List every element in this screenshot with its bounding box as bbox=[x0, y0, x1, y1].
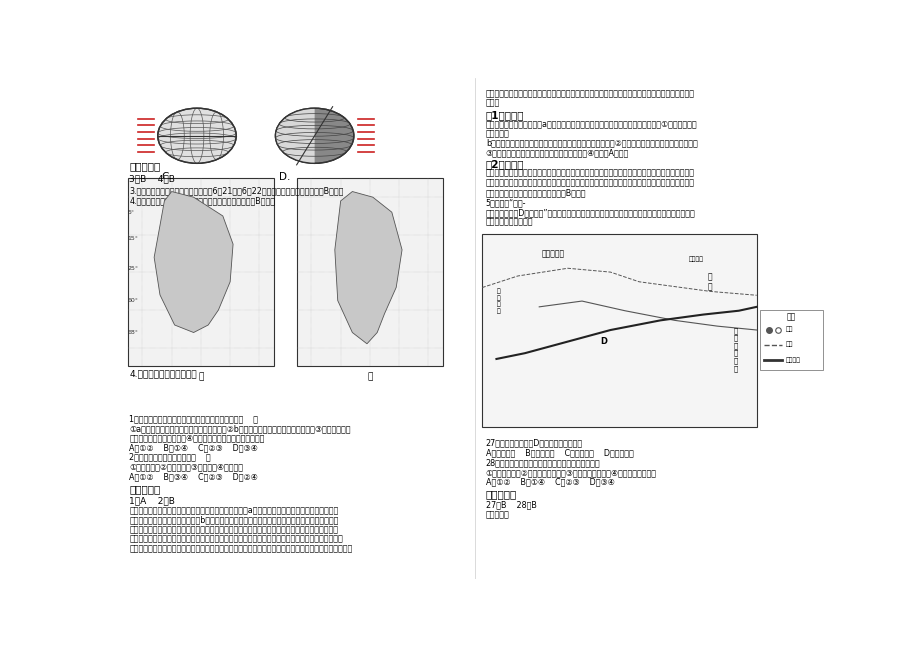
Text: 城市: 城市 bbox=[785, 327, 792, 333]
Text: ①缓解能源紧张②促进常规能源开发③大幅缓解就业压力④改善大气环境质量: ①缓解能源紧张②促进常规能源开发③大幅缓解就业压力④改善大气环境质量 bbox=[485, 468, 656, 477]
Text: 68°: 68° bbox=[128, 330, 139, 335]
Text: 国界: 国界 bbox=[785, 342, 792, 348]
Polygon shape bbox=[335, 191, 402, 344]
Text: 3.国务院批复发布农民丰收节的当天为6月21日；6月22日前后太阳直射北回归线，故B正确。: 3.国务院批复发布农民丰收节的当天为6月21日；6月22日前后太阳直射北回归线，… bbox=[129, 186, 344, 195]
Text: 25°: 25° bbox=[128, 266, 139, 271]
Text: 图例: 图例 bbox=[786, 312, 796, 321]
Text: 1．A    2．B: 1．A 2．B bbox=[129, 497, 175, 506]
Text: 试题分析：: 试题分析： bbox=[485, 510, 509, 519]
Text: 个半岛的地形均以山地为主；乙半岛东部多山，甲半岛西部地区多山。两个半岛山地比重大，降水丰: 个半岛的地形均以山地为主；乙半岛东部多山，甲半岛西部地区多山。两个半岛山地比重大… bbox=[129, 525, 338, 534]
Text: 5°: 5° bbox=[128, 210, 135, 215]
Text: 【2题详解】: 【2题详解】 bbox=[485, 159, 524, 169]
Text: 60°: 60° bbox=[128, 298, 139, 303]
Text: 资源不足；乙半岛劳动力资源丰富，选B正确。: 资源不足；乙半岛劳动力资源丰富，选B正确。 bbox=[485, 188, 585, 197]
Text: 参考答案：: 参考答案： bbox=[129, 161, 160, 171]
Bar bbox=[128, 178, 274, 367]
Text: 中
华
人
民
共
和: 中 华 人 民 共 和 bbox=[732, 327, 737, 372]
Text: 4.秋分日太阳直射赤道，全球昼夜等长，晨昏线过极点，故B正确。: 4.秋分日太阳直射赤道，全球昼夜等长，晨昏线过极点，故B正确。 bbox=[129, 196, 275, 205]
Text: 1．图中两个半岛的有关地理特征的叙述，正确的是（    ）: 1．图中两个半岛的有关地理特征的叙述，正确的是（ ） bbox=[129, 414, 258, 423]
Text: 丰富。: 丰富。 bbox=[485, 99, 499, 107]
Text: 一带，完成下列各题。: 一带，完成下列各题。 bbox=[485, 217, 533, 227]
Text: 新
疆: 新 疆 bbox=[708, 272, 712, 292]
Text: 朝鲜半岛。: 朝鲜半岛。 bbox=[485, 130, 509, 138]
Text: 中亚天然气管道D线示意图”，该管道线经南疆后，与西气东输线路相接，其天然气主要输往江、浙: 中亚天然气管道D线示意图”，该管道线经南疆后，与西气东输线路相接，其天然气主要输… bbox=[485, 208, 695, 217]
Bar bbox=[297, 178, 443, 367]
Text: D.: D. bbox=[278, 173, 290, 182]
Text: D: D bbox=[599, 337, 607, 346]
Text: 极夜期，太阳能资源不丰富；甲半岛人口增长缓慢老龄化严重，劳动力资源不足；乙半岛劳动力资源: 极夜期，太阳能资源不丰富；甲半岛人口增长缓慢老龄化严重，劳动力资源不足；乙半岛劳… bbox=[485, 89, 694, 98]
Text: 参考答案：: 参考答案： bbox=[485, 489, 516, 499]
Text: 甲: 甲 bbox=[198, 372, 203, 381]
Polygon shape bbox=[154, 191, 233, 333]
Text: 两个半岛山地比重大，降水丰富，水力资源丰富；也都有丰富的铁矿资源；甲半岛是温带海洋性气候: 两个半岛山地比重大，降水丰富，水力资源丰富；也都有丰富的铁矿资源；甲半岛是温带海… bbox=[485, 169, 694, 178]
Text: 4.读下图，完成下列各题：: 4.读下图，完成下列各题： bbox=[129, 369, 197, 378]
Text: 极夜期，太阳能资源不丰富；甲半岛人口增长缓慢老龄化严重，劳动力资源不足；乙半岛劳动力资源丰富。: 极夜期，太阳能资源不丰富；甲半岛人口增长缓慢老龄化严重，劳动力资源不足；乙半岛劳… bbox=[129, 544, 352, 553]
Text: 3．B    4．B: 3．B 4．B bbox=[129, 174, 175, 184]
Text: A．①②    B．③④    C．②③    D．②④: A．①② B．③④ C．②③ D．②④ bbox=[129, 472, 257, 481]
Text: ③错；乙半岛东部多山，甲半岛西部地区多山。④错，选A正确。: ③错；乙半岛东部多山，甲半岛西部地区多山。④错，选A正确。 bbox=[485, 148, 629, 158]
Bar bbox=[759, 310, 823, 370]
Bar bbox=[482, 234, 755, 426]
Text: A．①②    B．①④    C．②③    D．③④: A．①② B．①④ C．②③ D．③④ bbox=[485, 478, 614, 487]
Text: 乙: 乙 bbox=[367, 372, 372, 381]
Text: 形均以平原为主，河网密布④两个半岛的南部地区均有高大山脉: 形均以平原为主，河网密布④两个半岛的南部地区均有高大山脉 bbox=[129, 434, 265, 443]
Text: 15°: 15° bbox=[128, 236, 139, 241]
Text: C.: C. bbox=[161, 173, 172, 182]
Text: 哈萨克斯坦: 哈萨克斯坦 bbox=[541, 249, 564, 258]
Text: 霍尔果斯: 霍尔果斯 bbox=[687, 256, 703, 262]
Text: 2．两个半岛地区均有丰富的（    ）: 2．两个半岛地区均有丰富的（ ） bbox=[129, 452, 210, 462]
Text: 乌
兹
别
克: 乌 兹 别 克 bbox=[496, 288, 500, 314]
Text: 参考答案：: 参考答案： bbox=[129, 484, 160, 494]
Text: 图甲是斯堪的那维亚半岛。a点所在半岛受冰川作用影响，多峡湾海岸、海岸线曲折①正确；图乙是: 图甲是斯堪的那维亚半岛。a点所在半岛受冰川作用影响，多峡湾海岸、海岸线曲折①正确… bbox=[485, 120, 697, 129]
Text: 本题考查区域地理环境差异。图甲是斯堪的那维亚半岛，a点所在半岛受冰川作用影响，多峡湾海岸: 本题考查区域地理环境差异。图甲是斯堪的那维亚半岛，a点所在半岛受冰川作用影响，多… bbox=[129, 506, 338, 515]
Text: 27．B    28．B: 27．B 28．B bbox=[485, 500, 536, 509]
Text: 、海岸线曲折；图乙是朝鲜半岛。b点所在半岛气候由南向北受海洋影响越来越小、大陆性渐强，两: 、海岸线曲折；图乙是朝鲜半岛。b点所在半岛气候由南向北受海洋影响越来越小、大陆性… bbox=[129, 516, 338, 525]
Text: A．炎热干燥    B．干旱少雨    C．严寒干燥    D．湿和多雨: A．炎热干燥 B．干旱少雨 C．严寒干燥 D．湿和多雨 bbox=[485, 448, 633, 457]
Text: b点所在半岛气候由南向北受海洋影响越来越小、大陆性渐强②正确；两个半岛的地形均以山地为主: b点所在半岛气候由南向北受海洋影响越来越小、大陆性渐强②正确；两个半岛的地形均以… bbox=[485, 139, 697, 148]
Text: ①a点所在半岛受冰川作用影响，海岸线曲折②b点所在半岛气候由南向北大陆性渐强③两个半岛的地: ①a点所在半岛受冰川作用影响，海岸线曲折②b点所在半岛气候由南向北大陆性渐强③两… bbox=[129, 424, 350, 433]
Text: 【1题详解】: 【1题详解】 bbox=[485, 110, 524, 120]
Text: A．①②    B．①④    C．②③    D．③④: A．①② B．①④ C．②③ D．③④ bbox=[129, 443, 257, 452]
Text: 5．下图为“中国-: 5．下图为“中国- bbox=[485, 199, 526, 208]
Text: 富，水力资源丰富；也都有丰富的铁矿资源；甲半岛是温带海洋性气候，阴雨天气多且纬度高，北部有: 富，水力资源丰富；也都有丰富的铁矿资源；甲半岛是温带海洋性气候，阴雨天气多且纬度… bbox=[129, 534, 343, 544]
Circle shape bbox=[158, 108, 236, 163]
Text: 阴雨天气多且纬度高，北部有极夜期，太阳能资源不丰富；甲半岛人口增长缓慢老龄化严重，劳动力: 阴雨天气多且纬度高，北部有极夜期，太阳能资源不丰富；甲半岛人口增长缓慢老龄化严重… bbox=[485, 178, 694, 187]
Text: 天然气管: 天然气管 bbox=[785, 357, 800, 363]
Text: ①太阳能资源②劳动力资源③水力资源④铁矿资源: ①太阳能资源②劳动力资源③水力资源④铁矿资源 bbox=[129, 463, 243, 471]
Text: 27．中亚天然气管道D线沿途的气候特点是: 27．中亚天然气管道D线沿途的气候特点是 bbox=[485, 438, 583, 447]
Wedge shape bbox=[275, 108, 314, 163]
Text: 28．中亚天然气输往江浙，对江浙一带的有利影响有: 28．中亚天然气输往江浙，对江浙一带的有利影响有 bbox=[485, 458, 600, 467]
Circle shape bbox=[275, 108, 354, 163]
